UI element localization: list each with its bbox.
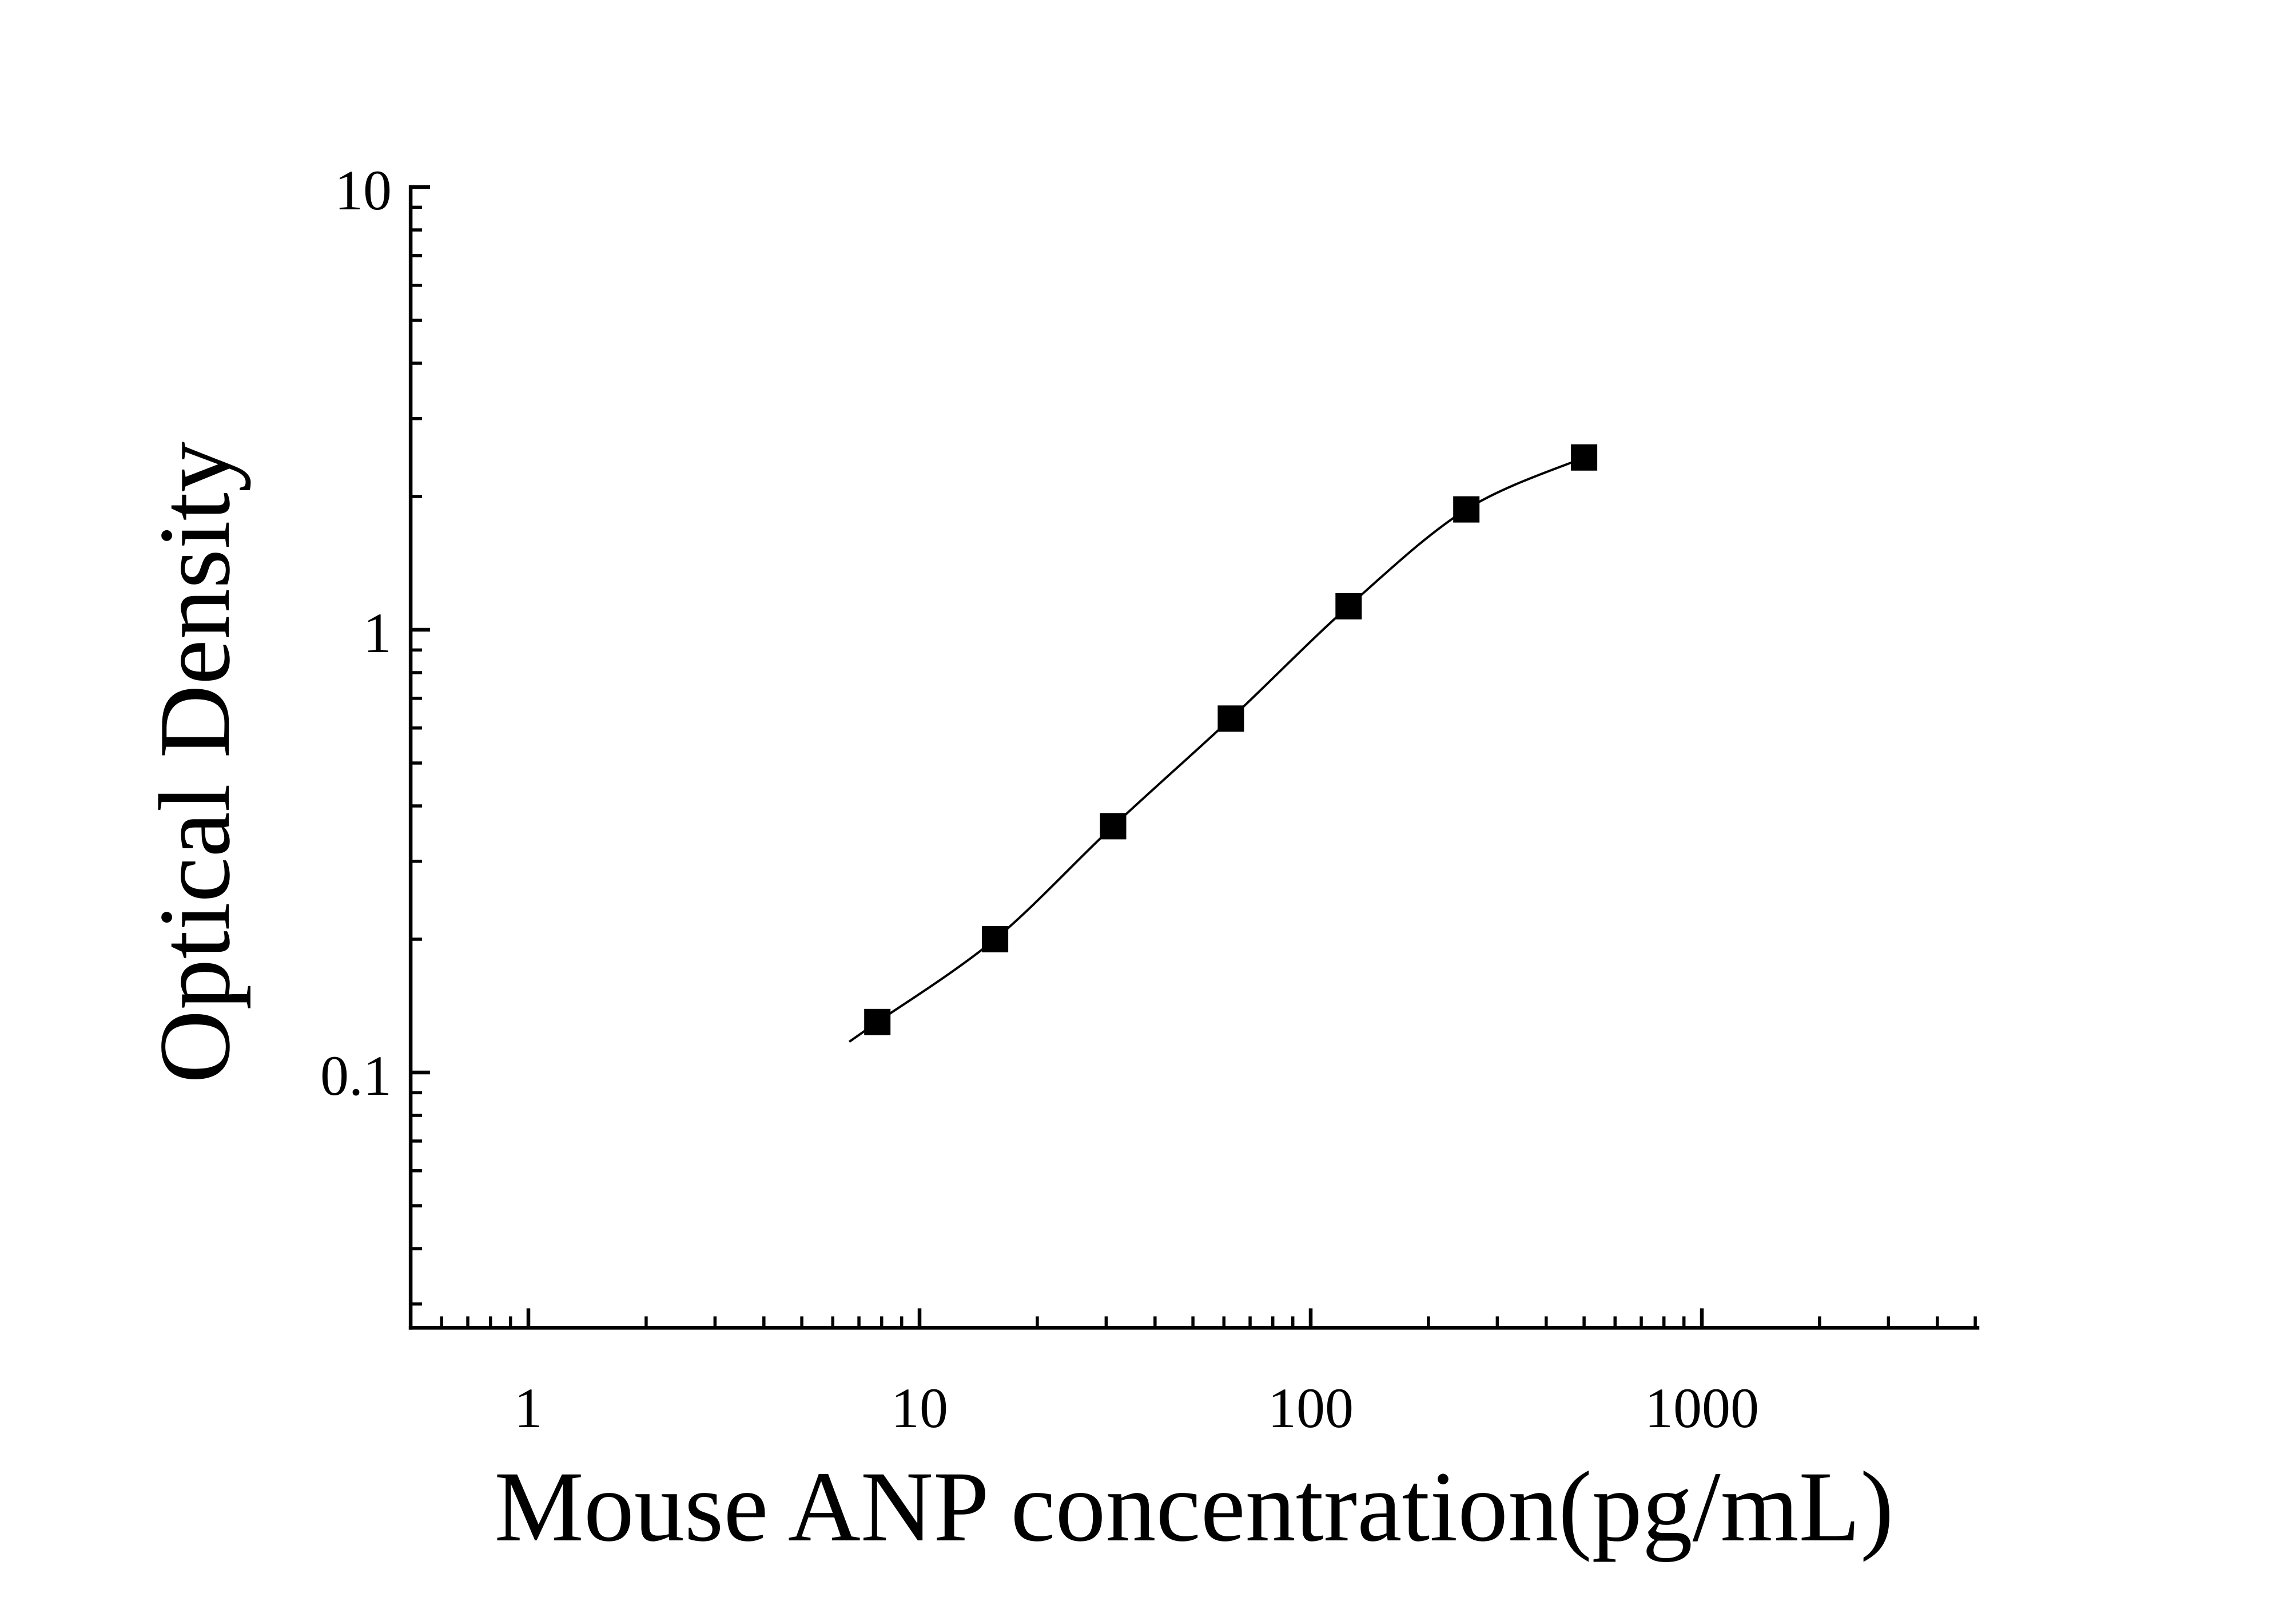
svg-text:10: 10 — [335, 158, 392, 222]
svg-text:1: 1 — [363, 601, 392, 665]
svg-text:0.1: 0.1 — [320, 1044, 392, 1107]
svg-text:Optical Density: Optical Density — [138, 442, 251, 1083]
svg-text:1000: 1000 — [1645, 1376, 1759, 1440]
svg-text:1: 1 — [514, 1376, 543, 1440]
svg-text:10: 10 — [891, 1376, 948, 1440]
svg-text:Mouse ANP concentration(pg/mL): Mouse ANP concentration(pg/mL) — [494, 1451, 1893, 1563]
svg-text:100: 100 — [1268, 1376, 1354, 1440]
